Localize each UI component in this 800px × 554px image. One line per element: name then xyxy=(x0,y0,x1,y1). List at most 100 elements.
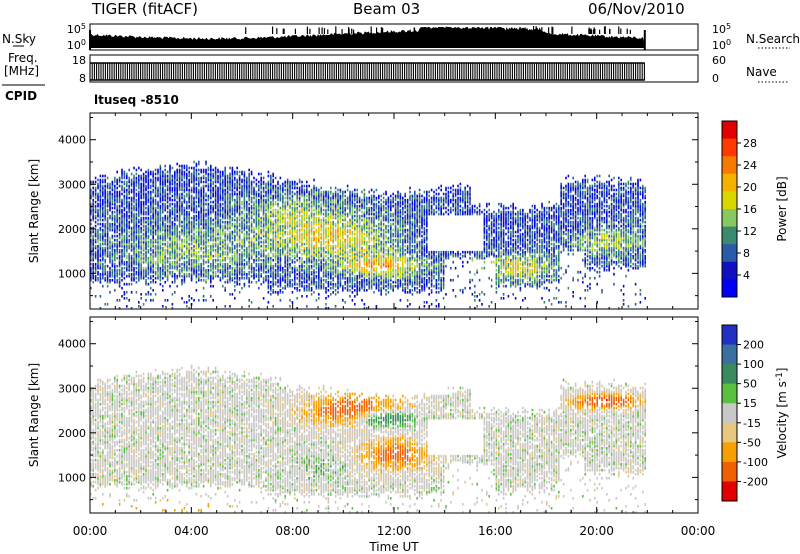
heatmap-cell xyxy=(260,262,262,266)
heatmap-cell xyxy=(106,238,109,242)
heatmap-cell xyxy=(265,186,267,190)
heatmap-cell xyxy=(145,228,147,232)
heatmap-cell xyxy=(126,282,128,286)
heatmap-cell xyxy=(303,202,306,206)
heatmap-cell xyxy=(289,299,291,302)
heatmap-cell xyxy=(238,222,241,226)
heatmap-cell xyxy=(130,236,133,240)
heatmap-cell xyxy=(92,250,94,254)
heatmap-cell xyxy=(325,222,327,226)
heatmap-cell xyxy=(128,226,130,230)
heatmap-cell xyxy=(224,168,226,172)
heatmap-cell xyxy=(169,246,171,250)
heatmap-cell xyxy=(116,228,118,232)
heatmap-cell xyxy=(325,230,327,234)
heatmap-cell xyxy=(114,178,116,182)
heatmap-cell xyxy=(176,276,178,280)
heatmap-cell xyxy=(222,214,224,218)
heatmap-cell xyxy=(226,190,229,194)
heatmap-cell xyxy=(171,228,174,232)
heatmap-cell xyxy=(145,218,147,222)
heatmap-cell xyxy=(188,218,190,222)
heatmap-cell xyxy=(109,256,111,260)
heatmap-cell xyxy=(205,222,207,226)
heatmap-cell xyxy=(174,226,176,230)
heatmap-cell xyxy=(334,293,337,296)
heatmap-cell xyxy=(138,200,140,204)
heatmap-cell xyxy=(289,216,291,220)
heatmap-cell xyxy=(133,228,135,232)
heatmap-cell xyxy=(205,192,207,196)
heatmap-cell xyxy=(262,180,265,184)
heatmap-cell xyxy=(214,186,217,190)
heatmap-cell xyxy=(298,238,301,242)
heatmap-cell xyxy=(267,234,270,238)
heatmap-cell xyxy=(322,208,325,212)
heatmap-cell xyxy=(142,200,145,204)
heatmap-cell xyxy=(214,220,217,224)
heatmap-cell xyxy=(325,212,327,216)
heatmap-cell xyxy=(210,244,212,248)
heatmap-cell xyxy=(164,214,166,218)
heatmap-cell xyxy=(253,228,255,232)
heatmap-cell xyxy=(214,252,217,256)
heatmap-cell xyxy=(135,218,138,222)
heatmap-cell xyxy=(260,176,262,180)
heatmap-cell xyxy=(279,282,282,286)
heatmap-cell xyxy=(210,180,212,184)
heatmap-cell xyxy=(229,198,231,202)
heatmap-cell xyxy=(178,214,181,218)
heatmap-cell xyxy=(150,220,152,224)
heatmap-cell xyxy=(303,236,306,240)
heatmap-cell xyxy=(260,236,262,240)
heatmap-cell xyxy=(205,170,207,174)
heatmap-cell xyxy=(123,206,126,210)
heatmap-cell xyxy=(270,204,272,208)
heatmap-cell xyxy=(138,244,140,248)
heatmap-cell xyxy=(294,280,296,284)
heatmap-cell xyxy=(133,212,135,216)
heatmap-cell xyxy=(330,204,332,208)
heatmap-cell xyxy=(164,232,166,236)
heatmap-cell xyxy=(238,190,241,194)
heatmap-cell xyxy=(286,284,289,288)
heatmap-cell xyxy=(183,240,186,244)
heatmap-cell xyxy=(92,280,94,284)
heatmap-cell xyxy=(310,266,313,270)
heatmap-cell xyxy=(224,272,226,276)
heatmap-cell xyxy=(236,282,238,286)
heatmap-cell xyxy=(102,268,104,272)
heatmap-cell xyxy=(109,204,111,208)
heatmap-cell xyxy=(200,264,202,268)
heatmap-cell xyxy=(178,258,181,262)
heatmap-cell xyxy=(291,258,294,262)
heatmap-cell xyxy=(154,206,157,210)
heatmap-cell xyxy=(102,232,104,236)
heatmap-cell xyxy=(253,250,255,254)
heatmap-cell xyxy=(207,232,210,236)
heatmap-cell xyxy=(294,180,296,184)
heatmap-cell xyxy=(289,264,291,268)
heatmap-cell xyxy=(202,214,205,218)
heatmap-cell xyxy=(150,222,152,226)
heatmap-cell xyxy=(253,268,255,272)
heatmap-cell xyxy=(178,230,181,234)
heatmap-cell xyxy=(272,278,274,282)
heatmap-cell xyxy=(181,166,183,170)
heatmap-cell xyxy=(250,224,253,228)
heatmap-cell xyxy=(260,266,262,270)
heatmap-cell xyxy=(166,170,169,174)
heatmap-cell xyxy=(226,236,229,240)
heatmap-cell xyxy=(286,240,289,244)
heatmap-cell xyxy=(318,268,320,272)
heatmap-cell xyxy=(224,182,226,186)
heatmap-cell xyxy=(150,214,152,218)
heatmap-cell xyxy=(109,194,111,198)
heatmap-cell xyxy=(241,172,243,176)
heatmap-cell xyxy=(202,270,205,274)
heatmap-cell xyxy=(159,228,162,232)
heatmap-cell xyxy=(157,234,159,238)
heatmap-cell xyxy=(322,238,325,242)
heatmap-cell xyxy=(114,226,116,230)
heatmap-cell xyxy=(282,190,284,194)
